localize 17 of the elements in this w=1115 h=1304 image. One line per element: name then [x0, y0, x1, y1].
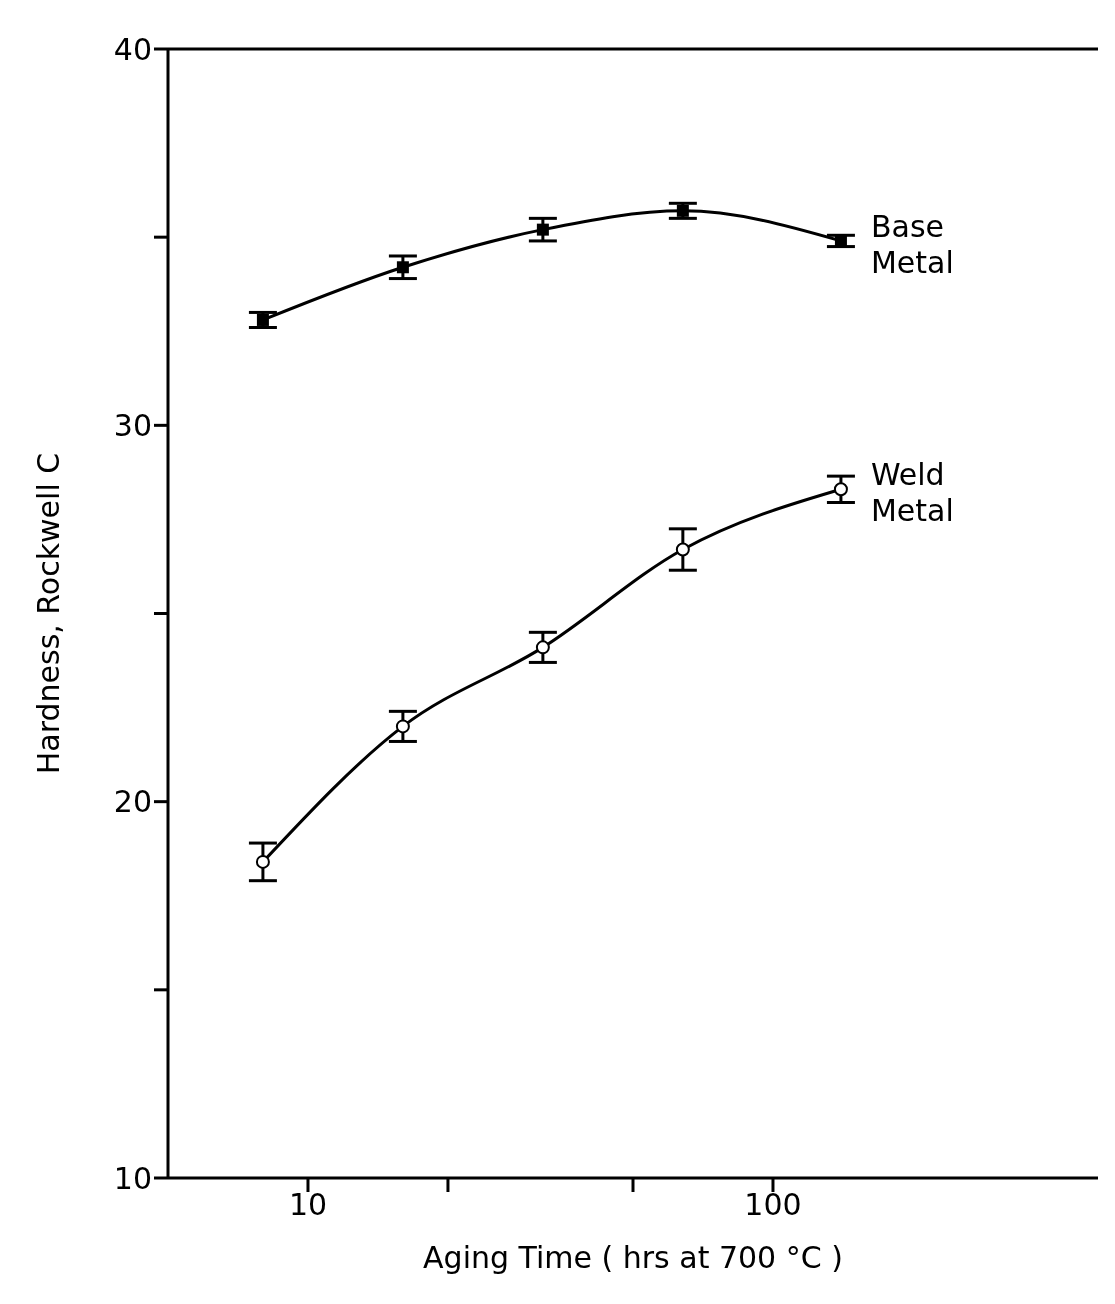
point — [396, 261, 409, 274]
x-tick-label: 100 — [744, 1187, 802, 1223]
y-axis-title: Hardness, Rockwell C — [30, 452, 66, 775]
point — [675, 542, 690, 557]
point — [676, 204, 689, 217]
y-tick-label: 30 — [113, 407, 152, 443]
point — [255, 854, 270, 869]
y-tick-label: 10 — [113, 1160, 152, 1196]
series-label: Weld Metal — [870, 457, 954, 529]
point — [395, 719, 410, 734]
x-axis-title: Aging Time ( hrs at 700 °C ) — [423, 1240, 843, 1275]
y-tick-label: 40 — [113, 31, 152, 67]
series-label: Base Metal — [870, 208, 954, 280]
point — [256, 313, 269, 326]
point — [536, 223, 549, 236]
y-tick-label: 20 — [113, 784, 152, 820]
point — [535, 640, 550, 655]
